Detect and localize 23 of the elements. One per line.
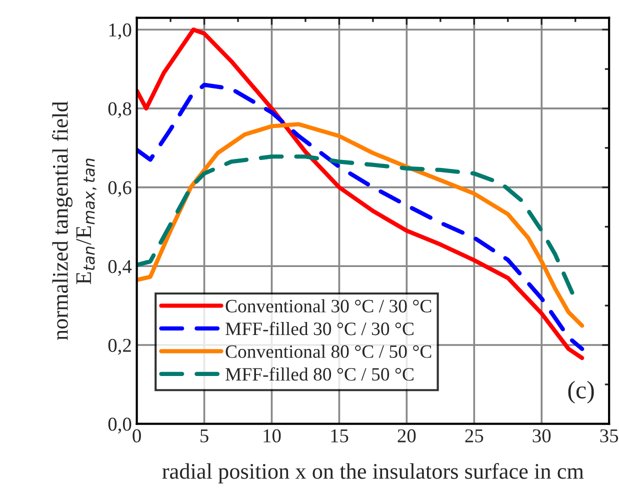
legend-label: Conventional 80 °C / 50 °C — [226, 344, 432, 358]
y-tick-label: 1,0 — [109, 23, 132, 40]
y-tick-label: 0,2 — [108, 338, 131, 355]
x-tick-label: 15 — [331, 429, 348, 442]
legend-label: MFF-filled 30 °C / 30 °C — [226, 322, 414, 336]
x-tick-label: 0 — [132, 429, 141, 442]
x-axis-title: radial position x on the insulators surface in cm — [162, 463, 584, 484]
legend-label: MFF-filled 80 °C / 50 °C — [226, 367, 414, 381]
x-tick-label: 35 — [600, 429, 618, 442]
line-series — [136, 28, 584, 360]
line-series — [136, 154, 575, 296]
y-tick-label: 0,6 — [108, 181, 132, 198]
x-tick-label: 5 — [200, 429, 208, 442]
x-tick-label: 20 — [398, 429, 416, 442]
y-tick-label: 0,0 — [108, 418, 132, 434]
x-tick-label: 10 — [264, 429, 281, 442]
x-tick-label: 25 — [465, 429, 484, 442]
annotation: (c) — [568, 380, 594, 404]
y-tick-label: 0,4 — [108, 260, 132, 276]
y-tick-label: 0,8 — [108, 102, 132, 118]
x-tick-label: 30 — [532, 429, 551, 442]
y-axis-title: normalized tangential field E$_{tan}$/E$_{max,tan}$ — [52, 101, 96, 340]
legend-label: Conventional 30 °C / 30 °C — [226, 299, 432, 312]
